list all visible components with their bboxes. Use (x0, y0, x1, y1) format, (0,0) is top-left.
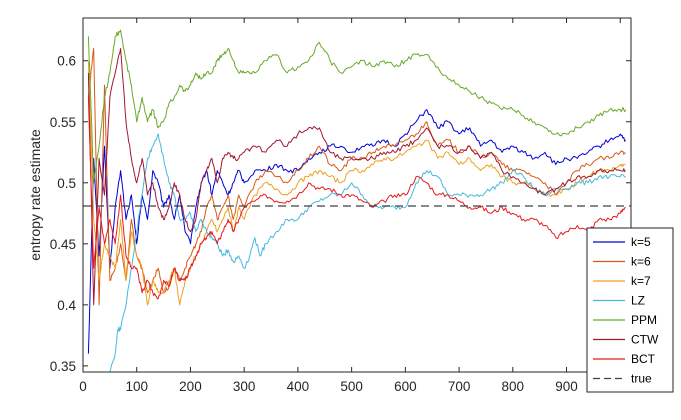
x-tick-label: 700 (448, 379, 471, 394)
x-tick-label: 400 (287, 379, 310, 394)
x-tick-label: 0 (79, 379, 87, 394)
x-tick-label: 200 (179, 379, 202, 394)
y-tick-label: 0.4 (57, 298, 76, 313)
legend-label: true (631, 372, 652, 386)
legend-label: CTW (631, 333, 659, 347)
x-tick-label: 600 (394, 379, 417, 394)
y-axis-label: entropy rate estimate (27, 129, 43, 261)
legend-label: LZ (631, 294, 645, 308)
series-line-ppm (87, 29, 627, 184)
legend-label: k=6 (631, 255, 651, 269)
series-line-ctw (87, 48, 626, 306)
series-line-lz (109, 133, 626, 372)
y-tick-label: 0.5 (57, 176, 76, 191)
legend-label: PPM (631, 313, 657, 327)
legend: k=5 k=6 k=7 LZ PPM CTW BCT true (586, 227, 674, 393)
series-layer (83, 29, 631, 372)
series-line-k-5 (87, 109, 626, 354)
series-line-k-6 (87, 48, 626, 306)
x-tick-label: 100 (125, 379, 148, 394)
legend-box (586, 227, 674, 393)
y-tick-label: 0.6 (57, 54, 76, 69)
series-line-k-7 (87, 60, 626, 306)
legend-label: k=5 (631, 235, 651, 249)
y-tick-label: 0.45 (50, 237, 76, 252)
x-tick-label: 800 (502, 379, 525, 394)
legend-label: BCT (631, 352, 656, 366)
x-tick-label: 900 (555, 379, 578, 394)
series-line-bct (87, 97, 626, 300)
y-tick-label: 0.35 (50, 359, 76, 374)
x-tick-label: 500 (340, 379, 363, 394)
plot-area (83, 18, 631, 372)
y-tick-label: 0.55 (50, 115, 76, 130)
x-tick-label: 300 (233, 379, 256, 394)
plot-frame (82, 17, 632, 373)
legend-label: k=7 (631, 274, 651, 288)
